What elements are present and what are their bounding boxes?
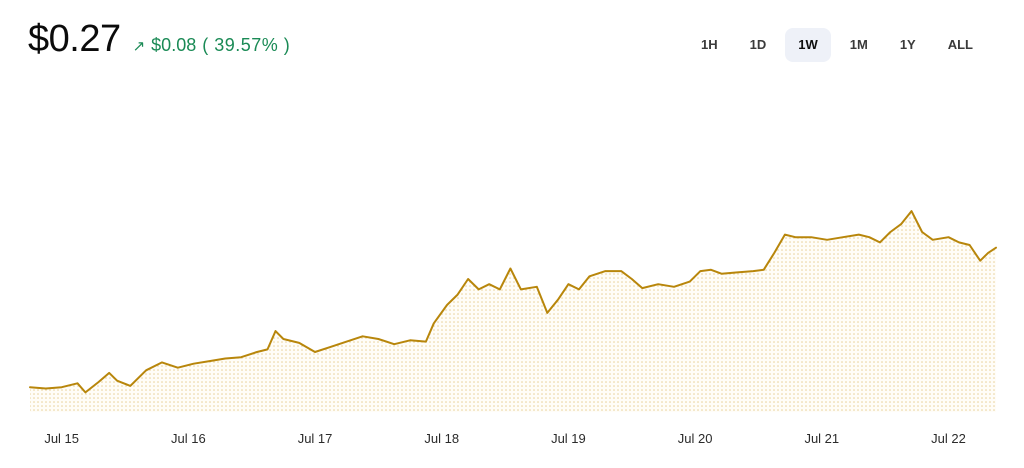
x-axis-labels: Jul 15 Jul 16 Jul 17 Jul 18 Jul 19 Jul 20 Jul … [44, 431, 966, 446]
current-price: $0.27 [28, 18, 121, 60]
trend-up-arrow-icon: ↗ [132, 38, 146, 55]
x-tick-label: Jul 19 [551, 431, 586, 446]
range-1h[interactable]: 1H [701, 37, 718, 52]
x-tick-label: Jul 21 [804, 431, 839, 446]
change-percent: ( 39.57% ) [202, 35, 291, 55]
x-tick-label: Jul 17 [298, 431, 333, 446]
time-range-selector: 1H 1D 1W 1M 1Y ALL [688, 28, 986, 62]
price-header: $0.27 ↗ $0.08 ( 39.57% ) [28, 18, 290, 61]
range-1m[interactable]: 1M [849, 37, 868, 52]
x-tick-label: Jul 22 [931, 431, 966, 446]
range-1w[interactable]: 1W [785, 28, 831, 62]
price-line [29, 210, 997, 394]
x-tick-label: Jul 18 [424, 431, 459, 446]
change-amount: $0.08 [151, 35, 197, 55]
price-change: ↗ $0.08 ( 39.57% ) [133, 35, 291, 56]
x-tick-label: Jul 15 [44, 431, 79, 446]
range-all[interactable]: ALL [947, 37, 973, 52]
x-tick-label: Jul 20 [678, 431, 713, 446]
range-1y[interactable]: 1Y [899, 37, 916, 52]
x-tick-label: Jul 16 [171, 431, 206, 446]
price-area-fill [30, 211, 996, 412]
range-1d[interactable]: 1D [749, 37, 767, 52]
